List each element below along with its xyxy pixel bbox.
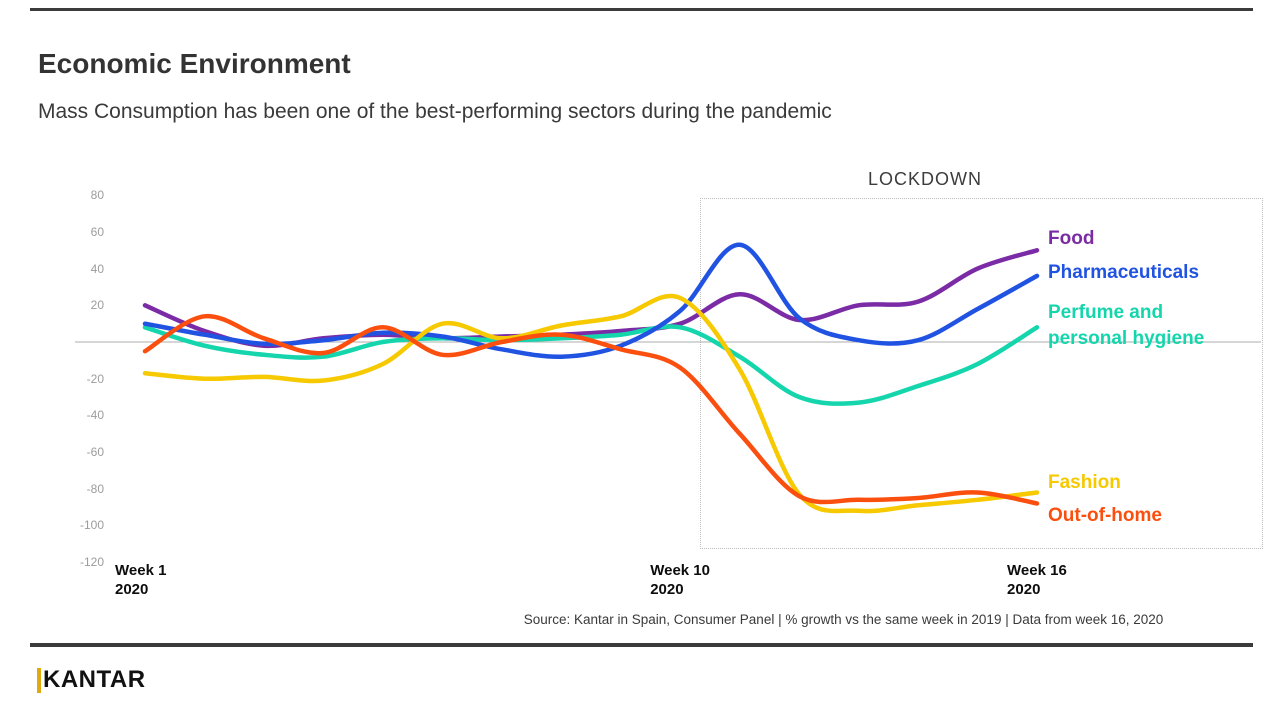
y-tick-label: -40 bbox=[86, 408, 104, 423]
series-line-food bbox=[142, 248, 1040, 349]
y-tick-label: 20 bbox=[90, 298, 104, 313]
bottom-rule bbox=[30, 643, 1253, 647]
page-subtitle: Mass Consumption has been one of the bes… bbox=[38, 100, 832, 123]
source-note: Source: Kantar in Spain, Consumer Panel … bbox=[523, 612, 1164, 627]
legend-out-of-home: Out-of-home bbox=[1048, 505, 1162, 526]
week-label-10: Week 10 2020 bbox=[650, 562, 710, 598]
week-label-1: Week 1 2020 bbox=[115, 562, 167, 598]
lockdown-annotation-label: LOCKDOWN bbox=[867, 169, 982, 189]
y-tick-label: -20 bbox=[86, 371, 104, 386]
page-title: Economic Environment bbox=[38, 48, 351, 79]
legend-food: Food bbox=[1048, 228, 1095, 249]
legend-perfume-and-personal-hygiene: Perfume and personal hygiene bbox=[1048, 302, 1205, 349]
y-tick-label: 60 bbox=[90, 224, 104, 239]
legend-pharmaceuticals: Pharmaceuticals bbox=[1048, 262, 1200, 283]
top-rule bbox=[30, 8, 1253, 11]
y-tick-label: -120 bbox=[79, 555, 104, 570]
legend-fashion: Fashion bbox=[1048, 472, 1121, 493]
series-line-out-of-home bbox=[142, 314, 1040, 506]
y-tick-label: 40 bbox=[90, 261, 104, 276]
y-tick-label: 80 bbox=[90, 188, 104, 203]
series-line-perfume-and-personal-hygiene bbox=[142, 324, 1040, 406]
y-tick-label: -80 bbox=[86, 481, 104, 496]
kantar-logo: KANTAR bbox=[37, 666, 146, 694]
series-line-fashion bbox=[142, 293, 1040, 514]
lockdown-annotation-box bbox=[700, 198, 1263, 549]
y-tick-label: -60 bbox=[86, 445, 104, 460]
week-label-16: Week 16 2020 bbox=[1007, 562, 1067, 598]
y-tick-label: -100 bbox=[79, 518, 104, 533]
logo-text: KANTAR bbox=[43, 666, 146, 693]
series-line-pharmaceuticals bbox=[142, 242, 1040, 359]
logo-accent-bar-icon bbox=[37, 667, 41, 693]
